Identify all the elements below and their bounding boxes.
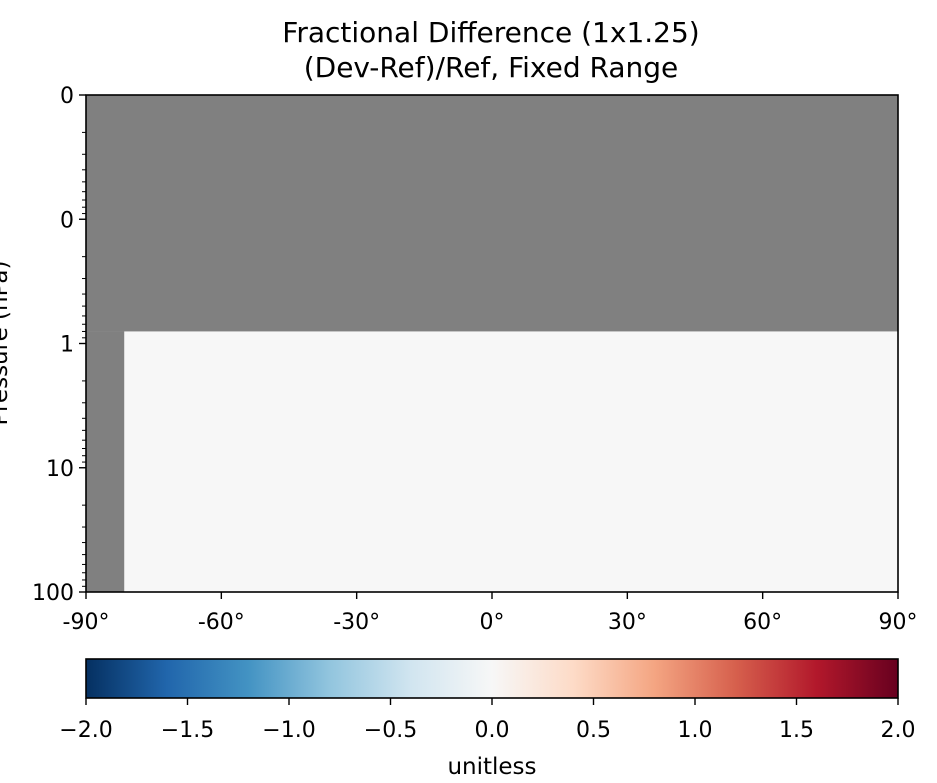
y-axis-minor-ticks xyxy=(82,131,86,587)
y-tick-label: 100 xyxy=(32,581,74,606)
x-tick-label: 30° xyxy=(608,610,647,635)
colorbar-tick-label: 2.0 xyxy=(881,718,916,743)
y-axis-ticks: 0 0 1 10 100 xyxy=(32,84,86,606)
colorbar-ticks: −2.0 −1.5 −1.0 −0.5 0.0 0.5 1.0 1.5 2.0 xyxy=(59,698,916,743)
x-tick-label: -60° xyxy=(198,610,245,635)
plot-area xyxy=(86,95,899,592)
y-tick-label: 1 xyxy=(60,333,74,358)
data-region-2 xyxy=(124,331,899,592)
missing-data-region-0 xyxy=(86,95,898,332)
colorbar-tick-label: 1.0 xyxy=(678,718,713,743)
missing-data-region-1 xyxy=(86,331,125,592)
x-tick-label: 60° xyxy=(743,610,782,635)
y-tick-label: 0 xyxy=(60,208,74,233)
x-tick-label: -90° xyxy=(63,610,110,635)
colorbar-tick-label: −1.5 xyxy=(161,718,214,743)
colorbar-tick-label: −0.5 xyxy=(364,718,417,743)
colorbar-tick-label: 1.5 xyxy=(779,718,814,743)
chart-title-line1: Fractional Difference (1x1.25) xyxy=(282,16,699,49)
colorbar-tick-label: 0.5 xyxy=(576,718,611,743)
colorbar-tick-label: −2.0 xyxy=(59,718,112,743)
x-tick-label: 90° xyxy=(879,610,918,635)
y-tick-label: 10 xyxy=(46,457,74,482)
x-axis-ticks: -90° -60° -30° 0° 30° 60° 90° xyxy=(63,592,918,635)
y-tick-label: 0 xyxy=(60,84,74,109)
colorbar-label: unitless xyxy=(447,754,536,779)
y-axis-label: Pressure (hPa) xyxy=(0,261,13,426)
colorbar xyxy=(86,659,898,698)
colorbar-tick-label: −1.0 xyxy=(262,718,315,743)
x-tick-label: -30° xyxy=(333,610,380,635)
chart-title-line2: (Dev-Ref)/Ref, Fixed Range xyxy=(304,51,679,84)
x-tick-label: 0° xyxy=(480,610,505,635)
colorbar-tick-label: 0.0 xyxy=(475,718,510,743)
